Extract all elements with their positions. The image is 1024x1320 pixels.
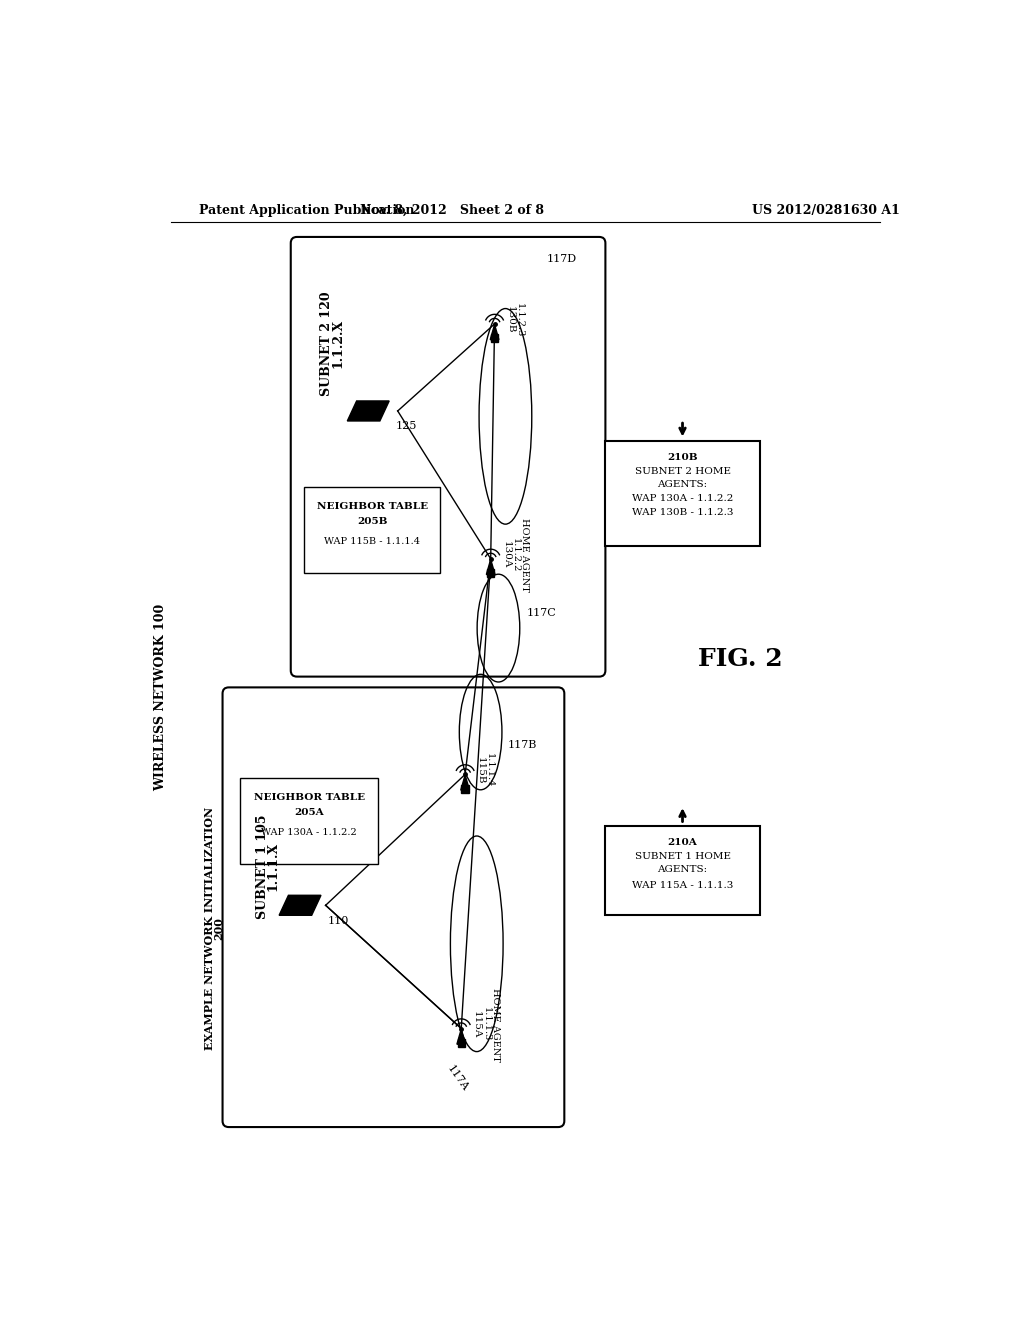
FancyBboxPatch shape (222, 688, 564, 1127)
Polygon shape (280, 895, 321, 915)
Text: WAP 130A - 1.1.2.2: WAP 130A - 1.1.2.2 (261, 828, 357, 837)
Text: WAP 115B - 1.1.1.4: WAP 115B - 1.1.1.4 (325, 537, 420, 545)
Polygon shape (457, 1030, 466, 1044)
Text: AGENTS:: AGENTS: (657, 866, 708, 874)
Text: 210A: 210A (668, 838, 697, 846)
Polygon shape (462, 784, 469, 793)
FancyBboxPatch shape (241, 779, 378, 863)
Text: 115A: 115A (472, 1011, 481, 1039)
Text: 205B: 205B (357, 517, 387, 527)
Polygon shape (490, 325, 499, 339)
Text: WAP 130A - 1.1.2.2: WAP 130A - 1.1.2.2 (632, 494, 733, 503)
Text: 115B: 115B (476, 756, 485, 784)
Text: EXAMPLE NETWORK INITIALIZATION: EXAMPLE NETWORK INITIALIZATION (204, 807, 215, 1049)
Text: 1.1.2.X: 1.1.2.X (331, 318, 344, 368)
Text: 205A: 205A (295, 808, 325, 817)
Text: US 2012/0281630 A1: US 2012/0281630 A1 (752, 205, 899, 218)
Text: AGENTS:: AGENTS: (657, 480, 708, 490)
FancyBboxPatch shape (604, 826, 761, 915)
Polygon shape (487, 569, 495, 577)
Text: WIRELESS NETWORK 100: WIRELESS NETWORK 100 (154, 603, 167, 791)
Text: 210B: 210B (668, 453, 697, 462)
Text: HOME AGENT: HOME AGENT (520, 517, 529, 591)
Polygon shape (461, 775, 469, 791)
Text: SUBNET 1 HOME: SUBNET 1 HOME (635, 851, 730, 861)
FancyBboxPatch shape (304, 487, 440, 573)
Text: 200: 200 (213, 917, 224, 940)
Text: 1.1.2.3: 1.1.2.3 (515, 302, 523, 338)
Text: Patent Application Publication: Patent Application Publication (200, 205, 415, 218)
Text: Nov. 8, 2012   Sheet 2 of 8: Nov. 8, 2012 Sheet 2 of 8 (360, 205, 544, 218)
Polygon shape (458, 1039, 465, 1047)
Text: 1.1.2.2: 1.1.2.2 (511, 537, 520, 572)
Text: SUBNET 1 105: SUBNET 1 105 (256, 814, 269, 919)
Text: 117A: 117A (444, 1064, 470, 1093)
Text: 1.1.1.4: 1.1.1.4 (485, 754, 495, 788)
Polygon shape (490, 334, 499, 342)
Polygon shape (347, 401, 389, 421)
Text: 125: 125 (395, 421, 417, 432)
Text: NEIGHBOR TABLE: NEIGHBOR TABLE (254, 793, 365, 803)
Text: SUBNET 2 HOME: SUBNET 2 HOME (635, 466, 730, 475)
Text: 110: 110 (328, 916, 349, 925)
FancyBboxPatch shape (291, 238, 605, 677)
Text: HOME AGENT: HOME AGENT (490, 987, 500, 1061)
Polygon shape (486, 560, 495, 574)
Text: 1.1.1.X: 1.1.1.X (266, 842, 280, 891)
FancyBboxPatch shape (604, 441, 761, 545)
Text: 130A: 130A (502, 541, 511, 569)
Text: FIG. 2: FIG. 2 (698, 647, 782, 671)
Text: WAP 130B - 1.1.2.3: WAP 130B - 1.1.2.3 (632, 508, 733, 517)
Text: 1.1.1.3: 1.1.1.3 (481, 1007, 490, 1041)
Text: 130B: 130B (506, 306, 514, 334)
Text: NEIGHBOR TABLE: NEIGHBOR TABLE (316, 502, 428, 511)
Text: 117B: 117B (508, 741, 538, 750)
Text: WAP 115A - 1.1.1.3: WAP 115A - 1.1.1.3 (632, 880, 733, 890)
Text: 117D: 117D (547, 253, 577, 264)
Text: 117C: 117C (527, 607, 557, 618)
Text: SUBNET 2 120: SUBNET 2 120 (321, 290, 333, 396)
